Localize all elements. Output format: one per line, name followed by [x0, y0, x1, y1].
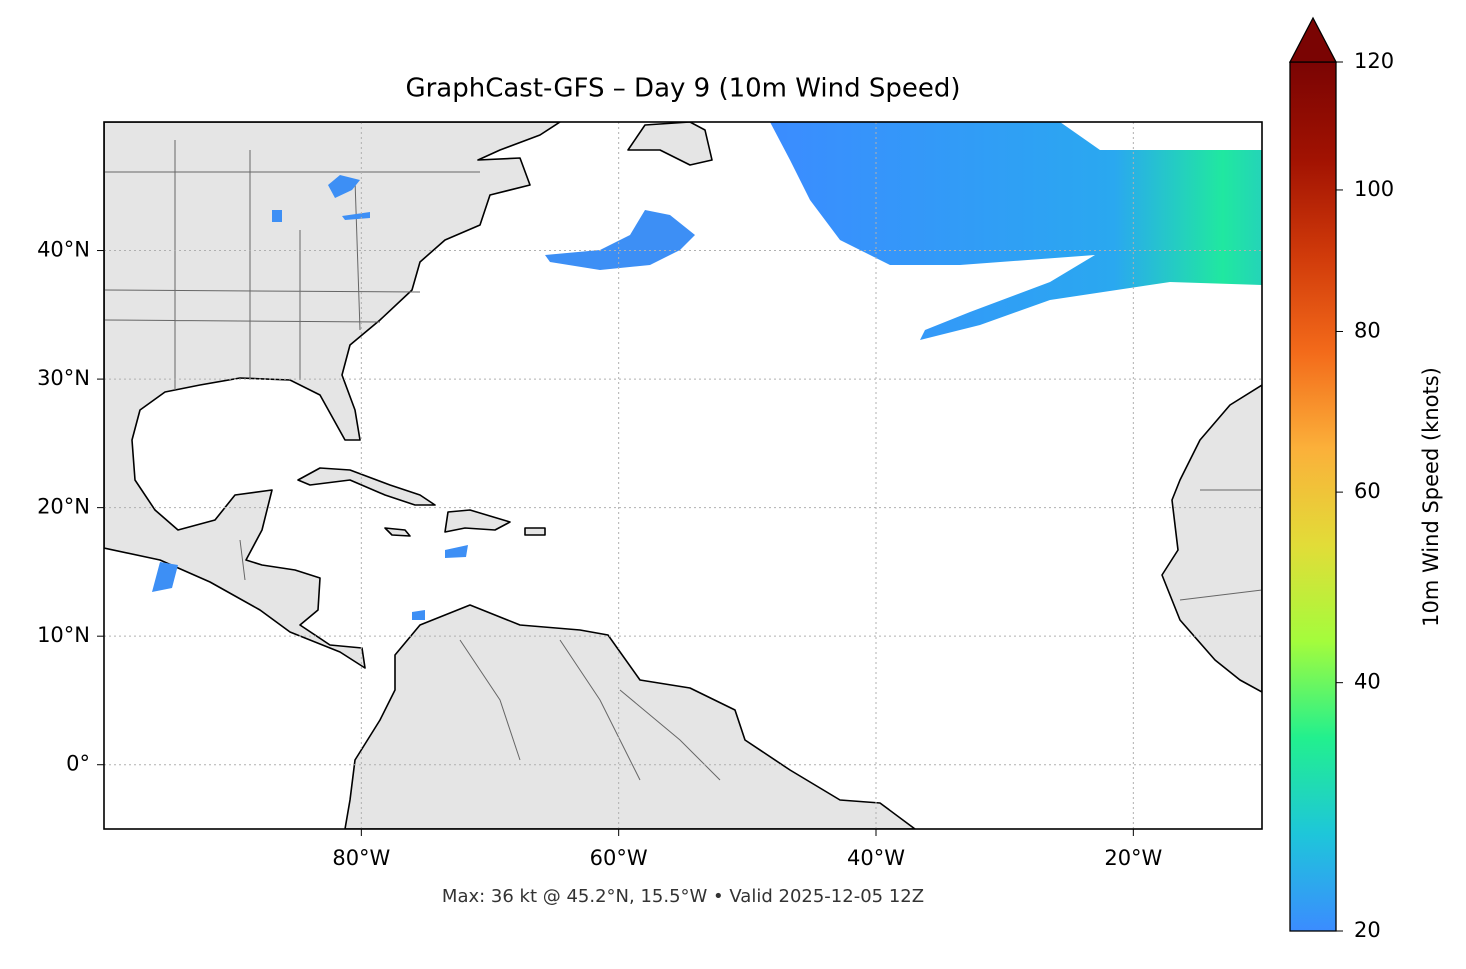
y-tick-label: 10°N [37, 623, 90, 647]
y-tick-label: 40°N [37, 238, 90, 262]
colorbar-extension [1288, 16, 1338, 63]
africa [1161, 384, 1262, 693]
colorbar-tick-label: 120 [1354, 49, 1394, 73]
x-tick-label: 40°W [847, 846, 905, 870]
grid-layer [104, 122, 1262, 829]
puerto-rico [524, 527, 546, 536]
colorbar-tick-label: 60 [1354, 479, 1381, 503]
colorbar-tick-label: 80 [1354, 318, 1381, 342]
cuba [297, 467, 436, 506]
map-frame [103, 121, 1263, 830]
wind-swath [545, 210, 695, 270]
wind-swath [770, 122, 1262, 340]
hispaniola [444, 509, 511, 533]
map-area [104, 122, 1262, 829]
x-tick-label: 80°W [332, 846, 390, 870]
x-tick-label: 60°W [590, 846, 648, 870]
colorbar [1289, 61, 1337, 932]
x-tick-label: 20°W [1104, 846, 1162, 870]
colorbar-tick-label: 20 [1354, 918, 1381, 942]
chart-title: GraphCast-GFS – Day 9 (10m Wind Speed) [405, 74, 960, 104]
north-america [104, 122, 561, 669]
borders [104, 140, 1262, 781]
y-tick-label: 20°N [37, 495, 90, 519]
south-america [344, 604, 916, 829]
colorbar-tick-label: 40 [1354, 670, 1381, 694]
newfoundland [627, 122, 713, 166]
footer-note: Max: 36 kt @ 45.2°N, 15.5°W • Valid 2025… [442, 886, 924, 907]
colorbar-label: 10m Wind Speed (knots) [1419, 367, 1443, 627]
y-tick-label: 30°N [37, 366, 90, 390]
colorbar-tick-label: 100 [1354, 177, 1394, 201]
jamaica [384, 527, 411, 537]
y-tick-label: 0° [66, 752, 90, 776]
